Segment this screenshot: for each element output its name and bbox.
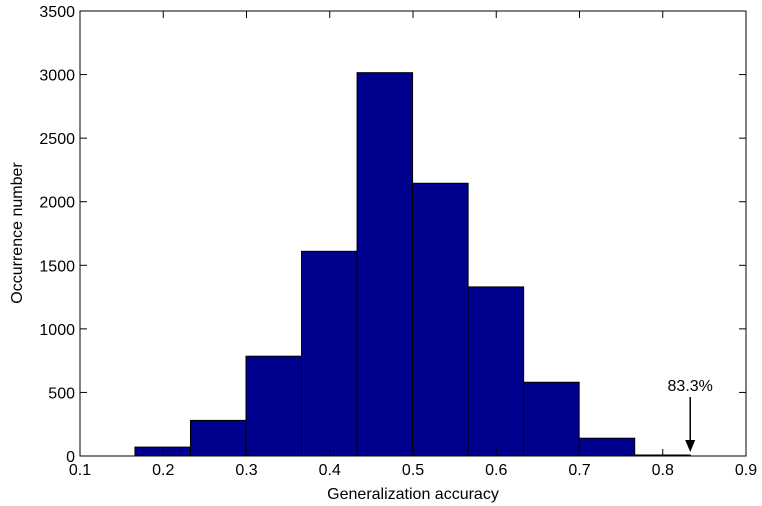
bar (356, 72, 414, 457)
y-tick-label: 500 (48, 385, 75, 402)
x-tick-label: 0.8 (652, 462, 674, 479)
x-tick-label: 0.5 (402, 462, 424, 479)
y-axis-label: Occurrence number (9, 162, 26, 304)
bar (467, 286, 525, 457)
y-tick-label: 1000 (39, 322, 75, 339)
y-tick-label: 2500 (39, 131, 75, 148)
bar (523, 381, 580, 457)
x-tick-label: 0.6 (485, 462, 507, 479)
x-tick-label: 0.9 (735, 462, 757, 479)
y-tick-label: 3000 (39, 68, 75, 85)
bar (578, 437, 636, 457)
x-tick-label: 0.2 (152, 462, 174, 479)
x-axis-label: Generalization accuracy (327, 486, 499, 503)
annotation: 83.3% (668, 378, 713, 395)
bar (412, 182, 469, 457)
y-tick-label: 1500 (39, 258, 75, 275)
x-tick-label: 0.7 (568, 462, 590, 479)
bar (134, 446, 191, 457)
bar (245, 355, 303, 457)
y-tick-label: 3500 (39, 4, 75, 21)
bar (189, 419, 247, 457)
y-tick-label: 2000 (39, 195, 75, 212)
x-tick-label: 0.4 (319, 462, 341, 479)
bar (301, 250, 358, 457)
annotation-arrowhead (685, 440, 696, 452)
y-tick-label: 0 (66, 449, 75, 466)
x-tick-label: 0.1 (69, 462, 91, 479)
x-tick-label: 0.3 (235, 462, 257, 479)
